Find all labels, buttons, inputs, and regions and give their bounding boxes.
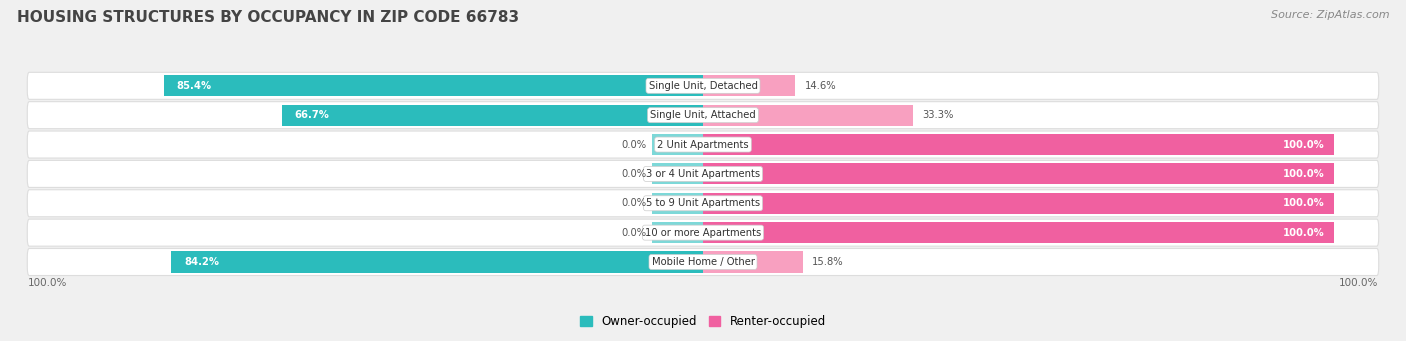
Text: Single Unit, Detached: Single Unit, Detached [648, 81, 758, 91]
Text: 84.2%: 84.2% [184, 257, 219, 267]
Text: 100.0%: 100.0% [1284, 228, 1324, 238]
Text: Source: ZipAtlas.com: Source: ZipAtlas.com [1271, 10, 1389, 20]
Text: 100.0%: 100.0% [1284, 198, 1324, 208]
Bar [703, 134, 1334, 155]
Bar [172, 251, 703, 272]
Text: 100.0%: 100.0% [27, 278, 66, 288]
Text: 10 or more Apartments: 10 or more Apartments [645, 228, 761, 238]
Text: 100.0%: 100.0% [1284, 139, 1324, 150]
Bar [703, 163, 1334, 184]
Text: Mobile Home / Other: Mobile Home / Other [651, 257, 755, 267]
Text: 0.0%: 0.0% [621, 198, 647, 208]
Text: 85.4%: 85.4% [176, 81, 211, 91]
Legend: Owner-occupied, Renter-occupied: Owner-occupied, Renter-occupied [575, 310, 831, 333]
Bar [163, 75, 703, 97]
Bar [703, 193, 1334, 214]
Text: 100.0%: 100.0% [1284, 169, 1324, 179]
Bar [652, 163, 703, 184]
Text: 33.3%: 33.3% [922, 110, 955, 120]
Text: 0.0%: 0.0% [621, 139, 647, 150]
Text: 5 to 9 Unit Apartments: 5 to 9 Unit Apartments [645, 198, 761, 208]
FancyBboxPatch shape [27, 72, 1379, 99]
FancyBboxPatch shape [27, 102, 1379, 129]
FancyBboxPatch shape [27, 190, 1379, 217]
Text: 15.8%: 15.8% [813, 257, 844, 267]
Bar [703, 75, 796, 97]
Bar [703, 105, 914, 126]
Bar [652, 193, 703, 214]
Text: 14.6%: 14.6% [804, 81, 837, 91]
Text: 0.0%: 0.0% [621, 169, 647, 179]
FancyBboxPatch shape [27, 160, 1379, 188]
Text: 0.0%: 0.0% [621, 228, 647, 238]
Text: 66.7%: 66.7% [294, 110, 329, 120]
Text: 100.0%: 100.0% [1340, 278, 1379, 288]
Text: 2 Unit Apartments: 2 Unit Apartments [657, 139, 749, 150]
FancyBboxPatch shape [27, 219, 1379, 246]
FancyBboxPatch shape [27, 131, 1379, 158]
Bar [652, 222, 703, 243]
Text: Single Unit, Attached: Single Unit, Attached [650, 110, 756, 120]
FancyBboxPatch shape [27, 249, 1379, 276]
Bar [281, 105, 703, 126]
Bar [703, 222, 1334, 243]
Bar [652, 134, 703, 155]
Text: HOUSING STRUCTURES BY OCCUPANCY IN ZIP CODE 66783: HOUSING STRUCTURES BY OCCUPANCY IN ZIP C… [17, 10, 519, 25]
Text: 3 or 4 Unit Apartments: 3 or 4 Unit Apartments [645, 169, 761, 179]
Bar [703, 251, 803, 272]
